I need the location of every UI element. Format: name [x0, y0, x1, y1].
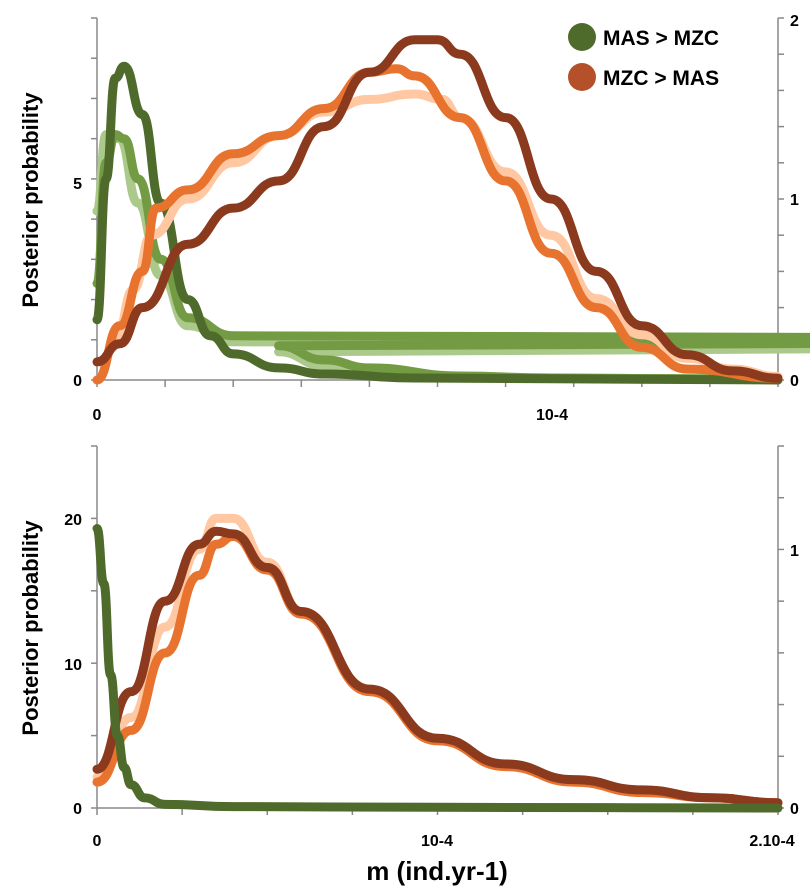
- top-xtick-label: 10-4: [536, 407, 568, 424]
- bottom-left-ytick-label: 20: [64, 512, 82, 529]
- top-xtick-label: 0: [93, 407, 102, 424]
- bottom-curves: [92, 513, 783, 813]
- series-line-bottom-2: [92, 526, 783, 808]
- series-line-bottom-0: [92, 513, 783, 808]
- bottom-left-ytick-label: 10: [64, 657, 82, 674]
- legend: MAS > MZC MZC > MAS: [568, 23, 719, 91]
- top-panel: 0 5 0 1 2 0 10-4 Posterior probability M…: [18, 13, 810, 424]
- series-line-top-4: [92, 64, 783, 385]
- bottom-xtick-label: 0: [93, 833, 102, 850]
- series-line-top-2: [92, 61, 783, 385]
- bottom-right-ytick-label: 0: [790, 801, 799, 818]
- top-left-ytick-label: 5: [73, 176, 82, 193]
- bottom-xtick-label: 2.10-4: [749, 833, 794, 850]
- top-right-ytick-label: 1: [790, 192, 799, 209]
- series-line-bottom-3: [92, 524, 783, 813]
- top-curves: [92, 35, 810, 385]
- legend-swatch-mas-mzc: [568, 23, 596, 51]
- bottom-panel: 0 10 20 0 1 0 10-4 2.10-4 Posterior prob…: [18, 445, 799, 886]
- legend-swatch-mzc-mas: [568, 63, 596, 91]
- top-left-ytick-label: 0: [73, 373, 82, 390]
- legend-label-mas-mzc: MAS > MZC: [603, 27, 719, 50]
- top-y-axis-label: Posterior probability: [18, 92, 43, 308]
- series-line-top-5: [92, 35, 783, 383]
- bottom-xtick-label: 10-4: [421, 833, 453, 850]
- series-line-bottom-1: [92, 532, 783, 808]
- bottom-right-ytick-label: 1: [790, 543, 799, 560]
- bottom-left-ytick-label: 0: [73, 801, 82, 818]
- bottom-y-axis-label: Posterior probability: [18, 520, 43, 736]
- top-right-ytick-label: 2: [790, 13, 799, 30]
- series-line-top-1: [92, 130, 810, 384]
- bottom-tick-marks: [91, 445, 784, 815]
- top-right-ytick-label: 0: [790, 373, 799, 390]
- legend-label-mzc-mas: MZC > MAS: [603, 67, 719, 90]
- x-axis-label: m (ind.yr-1): [366, 856, 508, 886]
